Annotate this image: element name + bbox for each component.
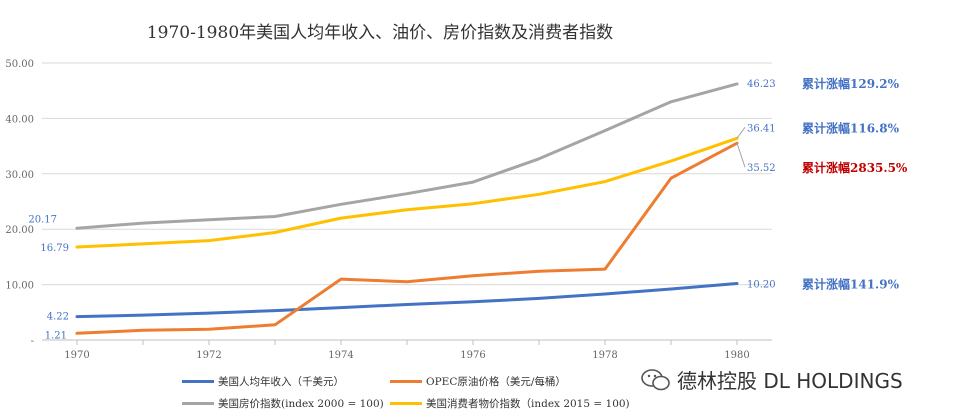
end-label-cpi: 36.41 <box>747 123 776 134</box>
y-tick-label: 10.00 <box>5 281 34 292</box>
y-tick-label: - <box>31 336 34 347</box>
y-tick-label: 30.00 <box>5 170 34 181</box>
series-line-oil <box>75 141 739 335</box>
chart-title: 1970-1980年美国人均年收入、油价、房价指数及消费者指数 <box>146 23 614 43</box>
end-label-house: 46.23 <box>747 79 776 90</box>
legend-swatch-oil <box>390 380 422 383</box>
gain-label-cpi: 累计涨幅116.8% <box>802 120 900 135</box>
legend-swatch-cpi <box>390 402 422 405</box>
wechat-icon <box>641 368 670 390</box>
watermark-text: 德林控股 DL HOLDINGS <box>677 369 903 393</box>
legend-label-cpi: 美国消费者物价指数（index 2015 = 100) <box>426 398 630 410</box>
y-tick-label: 20.00 <box>5 225 34 236</box>
start-label-income: 4.22 <box>47 312 69 323</box>
end-label-oil: 35.52 <box>747 163 776 174</box>
legend-label-house: 美国房价指数(index 2000 = 100) <box>218 398 384 410</box>
x-tick-label: 1972 <box>196 350 221 361</box>
y-tick-label: 50.00 <box>5 59 34 70</box>
legend-item-oil: OPEC原油价格（美元/每桶） <box>390 374 566 389</box>
legend-label-income: 美国人均年收入（千美元） <box>218 376 344 388</box>
x-tick-label: 1974 <box>328 350 353 361</box>
leader-line-cpi <box>736 126 746 139</box>
x-tick-label: 1970 <box>64 350 89 361</box>
x-tick-label: 1978 <box>592 350 617 361</box>
watermark: 德林控股 DL HOLDINGS <box>641 365 903 394</box>
legend-swatch-income <box>182 380 214 383</box>
legend-label-oil: OPEC原油价格（美元/每桶） <box>426 376 566 388</box>
x-tick-label: 1980 <box>724 350 749 361</box>
y-tick-label: 40.00 <box>5 114 34 125</box>
gain-label-house: 累计涨幅129.2% <box>802 76 900 91</box>
legend-item-house: 美国房价指数(index 2000 = 100) <box>182 396 384 411</box>
start-label-oil: 1.21 <box>45 330 67 341</box>
gain-label-oil: 累计涨幅2835.5% <box>802 160 908 175</box>
legend-item-income: 美国人均年收入（千美元） <box>182 374 344 389</box>
legend-swatch-house <box>182 402 214 405</box>
series-line-cpi <box>75 136 739 249</box>
grid-lines <box>42 62 772 286</box>
gain-label-income: 累计涨幅141.9% <box>802 276 900 291</box>
legend-item-cpi: 美国消费者物价指数（index 2015 = 100) <box>390 396 630 411</box>
x-axis: 1970 1972 1974 1976 1978 1980 <box>42 339 772 361</box>
series-line-income <box>75 282 739 319</box>
series-line-house <box>75 82 739 230</box>
data-labels: 4.22 1.21 20.17 16.79 10.20 累计涨幅141.9% 35.52 累计… <box>28 76 908 341</box>
start-label-cpi: 16.79 <box>40 243 69 254</box>
series-lines <box>75 82 739 335</box>
start-label-house: 20.17 <box>28 214 57 225</box>
y-axis-ticks: - 10.00 20.00 30.00 40.00 50.00 <box>5 59 34 347</box>
leader-line-oil <box>736 143 746 168</box>
end-label-income: 10.20 <box>747 279 776 290</box>
x-tick-label: 1976 <box>460 350 485 361</box>
